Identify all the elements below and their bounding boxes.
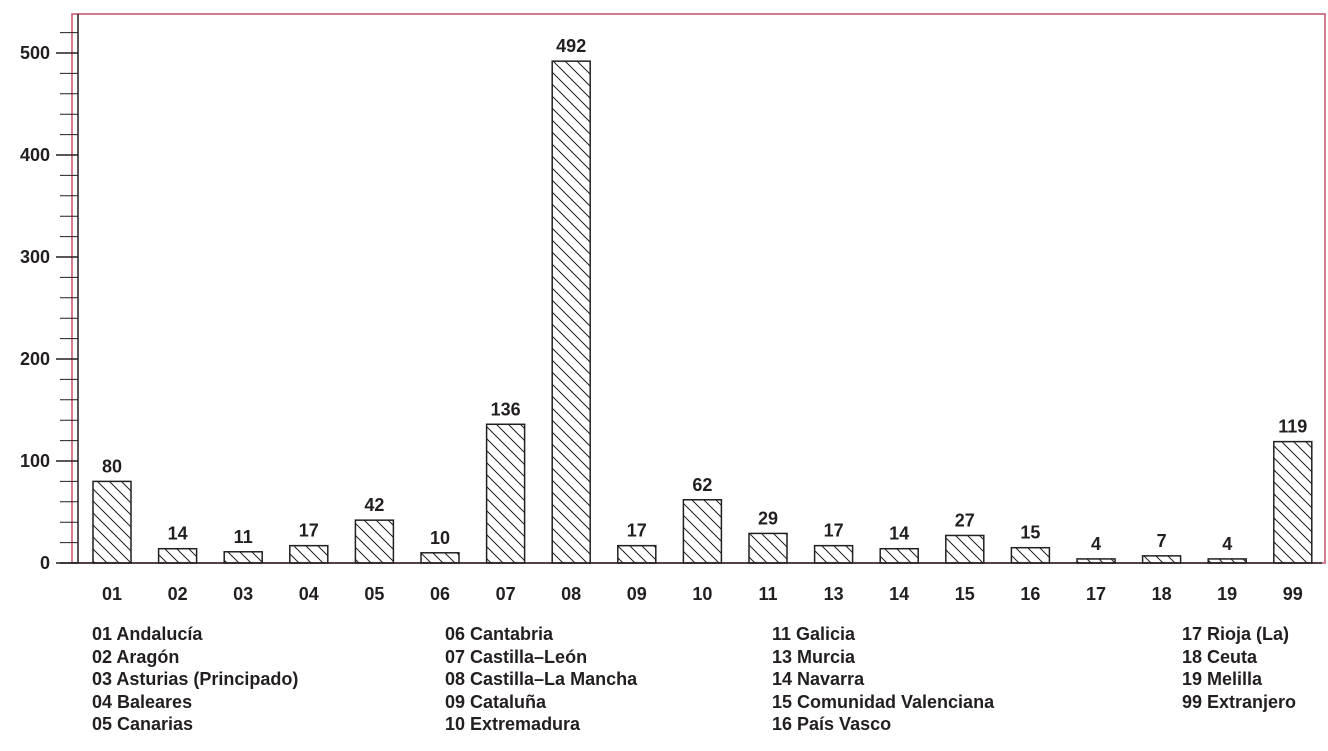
x-tick-label-15: 15	[955, 584, 975, 604]
data-label-09: 17	[627, 521, 647, 541]
y-tick-label: 500	[20, 43, 50, 63]
y-tick-label: 0	[40, 553, 50, 573]
legend-item: 05 Canarias	[92, 714, 194, 735]
x-tick-label-99: 99	[1283, 584, 1303, 604]
bar-17	[1076, 558, 1116, 564]
data-label-17: 4	[1091, 534, 1101, 554]
bar-09	[617, 544, 657, 564]
x-tick-label-05: 05	[364, 584, 384, 604]
legend-item: 03 Asturias (Principado)	[92, 669, 299, 690]
data-label-08: 492	[556, 36, 586, 56]
data-label-05: 42	[364, 495, 384, 515]
data-label-19: 4	[1222, 534, 1232, 554]
data-label-10: 62	[692, 475, 712, 495]
bar-08	[551, 60, 591, 564]
x-axis-ticks: 01 02 03 04 05 06 07 08 09 10 11 13 14 15 16 17 18 19 99	[102, 584, 1303, 604]
bar-14	[879, 547, 919, 564]
x-tick-label-02: 02	[168, 584, 188, 604]
legend-item: 06 Cantabria	[445, 624, 554, 644]
bar-01	[92, 480, 132, 564]
data-label-04: 17	[299, 521, 319, 541]
y-tick-label: 300	[20, 247, 50, 267]
x-tick-label-07: 07	[496, 584, 516, 604]
y-tick-label: 100	[20, 451, 50, 471]
x-tick-label-09: 09	[627, 584, 647, 604]
bars	[92, 60, 1313, 564]
data-label-01: 80	[102, 456, 122, 476]
bar-19	[1207, 558, 1247, 564]
data-label-16: 15	[1020, 523, 1040, 543]
bar-11	[748, 532, 788, 564]
bar-05	[354, 519, 395, 564]
legend-item: 16 País Vasco	[772, 714, 892, 735]
bar-15	[945, 534, 985, 564]
x-tick-label-14: 14	[889, 584, 909, 604]
legend-item: 01 Andalucía	[92, 624, 203, 644]
legend-item: 15 Comunidad Valenciana	[772, 691, 995, 712]
x-tick-label-10: 10	[692, 584, 712, 604]
legend-item: 10 Extremadura	[445, 714, 581, 735]
y-tick-label: 200	[20, 349, 50, 369]
bar-16	[1010, 546, 1051, 564]
legend-item: 17 Rioja (La)	[1182, 624, 1290, 644]
legend-item: 04 Baleares	[92, 691, 193, 712]
data-label-13: 17	[824, 521, 844, 541]
legend-item: 07 Castilla–León	[445, 646, 588, 667]
data-label-02: 14	[168, 524, 188, 544]
legend-item: 19 Melilla	[1182, 669, 1263, 690]
data-label-11: 29	[758, 508, 778, 528]
bar-18	[1141, 555, 1182, 564]
legend-item: 99 Extranjero	[1182, 691, 1297, 712]
legend-item: 09 Cataluña	[445, 691, 547, 712]
y-minor-ticks	[60, 32, 78, 544]
data-label-18: 7	[1157, 531, 1167, 551]
y-axis-ticks: 0 100 200 300 400 500	[20, 43, 78, 573]
x-tick-label-17: 17	[1086, 584, 1106, 604]
legend-item: 11 Galicia	[772, 624, 856, 644]
y-tick-label: 400	[20, 145, 50, 165]
x-tick-label-18: 18	[1152, 584, 1172, 604]
legend-item: 08 Castilla–La Mancha	[445, 669, 638, 690]
bar-99	[1273, 440, 1313, 564]
bar-chart: 0 100 200 300 400 500 80 14 11 17 42 10 136 492 17 62 2…	[20, 13, 1326, 604]
bar-10	[682, 499, 723, 564]
legend-column-2: 06 Cantabria 07 Castilla–León 08 Castill…	[445, 623, 637, 736]
bar-04	[289, 544, 329, 564]
legend-item: 18 Ceuta	[1182, 646, 1258, 667]
legend-item: 02 Aragón	[92, 646, 180, 667]
bar-03	[223, 551, 263, 564]
x-tick-label-13: 13	[824, 584, 844, 604]
x-tick-label-01: 01	[102, 584, 122, 604]
bar-06	[420, 552, 460, 564]
bar-13	[813, 544, 854, 564]
x-tick-label-19: 19	[1217, 584, 1237, 604]
data-label-03: 11	[234, 527, 253, 547]
bar-07	[485, 423, 526, 564]
x-tick-label-11: 11	[758, 584, 777, 604]
legend-item: 14 Navarra	[772, 669, 865, 690]
legend-column-3: 11 Galicia 13 Murcia 14 Navarra 15 Comun…	[772, 623, 994, 736]
x-tick-label-03: 03	[233, 584, 253, 604]
data-labels: 80 14 11 17 42 10 136 492 17 62 29 17 14 27 15 4 7 4 119	[102, 36, 1307, 554]
bar-02	[157, 547, 198, 564]
x-tick-label-16: 16	[1020, 584, 1040, 604]
x-tick-label-08: 08	[561, 584, 581, 604]
legend-item: 13 Murcia	[772, 646, 856, 667]
x-tick-label-06: 06	[430, 584, 450, 604]
legend: 01 Andalucía 02 Aragón 03 Asturias (Prin…	[0, 623, 1328, 751]
data-label-14: 14	[889, 524, 909, 544]
data-label-06: 10	[430, 528, 450, 548]
data-label-15: 27	[955, 510, 975, 530]
x-tick-label-04: 04	[299, 584, 319, 604]
data-label-99: 119	[1278, 417, 1307, 437]
legend-column-1: 01 Andalucía 02 Aragón 03 Asturias (Prin…	[92, 623, 298, 736]
legend-column-4: 17 Rioja (La) 18 Ceuta 19 Melilla 99 Ext…	[1182, 623, 1296, 713]
data-label-07: 136	[491, 399, 521, 419]
